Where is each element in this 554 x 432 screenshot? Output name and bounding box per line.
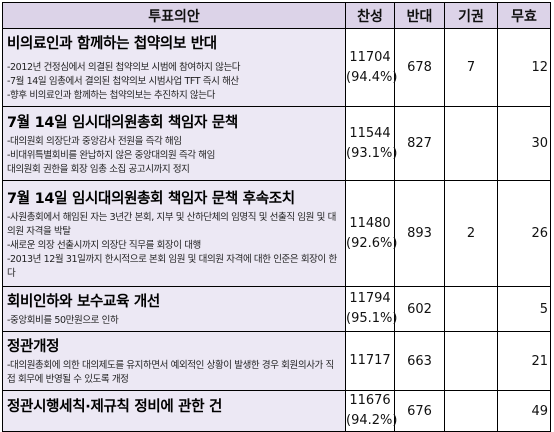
- agenda-title: 정관개정: [7, 339, 60, 355]
- agenda-detail: -향후 비의료인과 함께하는 첩약의보는 추진하지 않는다: [7, 90, 215, 101]
- for-percent: (94.4%): [346, 69, 398, 85]
- for-cell: 11794 (95.1%): [345, 286, 398, 332]
- for-cell: 11544 (93.1%): [345, 106, 398, 181]
- for-count: 11676: [349, 393, 391, 408]
- table-row: 정관개정 -대의원총회에 의한 대의제도를 유지하면서 예외적인 상황이 발생한…: [2, 331, 551, 391]
- agenda-item-cell: 7월 14일 임시대의원총회 책임자 문책 -대의원회 의장단과 중앙감사 전원…: [2, 106, 346, 181]
- abstain-count: [444, 390, 498, 432]
- for-cell: 11480 (92.6%): [345, 180, 398, 287]
- invalid-count: 30: [497, 106, 551, 181]
- abstain-count: 2: [444, 180, 498, 287]
- invalid-count: 49: [497, 390, 551, 432]
- agenda-detail: -비대위특별회비를 완납하지 않은 중앙대의원 즉각 해임: [7, 149, 215, 161]
- invalid-count: 26: [497, 180, 551, 287]
- table-row: 7월 14일 임시대의원총회 책임자 문책 후속조치 -사원총회에서 해임된 자…: [2, 180, 551, 287]
- agenda-title: 비의료인과 함께하는 첩약의보 반대: [7, 36, 217, 52]
- header-row: 투표의안 찬성 반대 기권 무효: [2, 2, 551, 29]
- agenda-item-cell: 회비인하와 보수교육 개선 -중앙회비를 50만원으로 인하: [2, 286, 346, 332]
- for-count: 11480: [349, 215, 391, 231]
- for-percent: (92.6%): [346, 235, 398, 251]
- agenda-detail: -2013년 12월 31일까지 한시적으로 본회 임원 및 대의원 자격에 대…: [7, 253, 337, 279]
- invalid-count: 21: [497, 331, 551, 391]
- agenda-title: 7월 14일 임시대의원총회 책임자 문책 후속조치: [7, 190, 295, 207]
- abstain-count: [444, 106, 498, 181]
- agenda-detail: 대의원회 권한을 회장 임총 소집 공고시까지 정지: [7, 163, 190, 175]
- header-abstain: 기권: [444, 2, 498, 29]
- agenda-title: 정관시행세칙·제규칙 정비에 관한 건: [7, 399, 223, 415]
- agenda-detail: -7월 14일 임총에서 결의된 첩약의보 시범사업 TFT 즉시 해산: [7, 76, 239, 87]
- agenda-title: 회비인하와 보수교육 개선: [7, 294, 160, 310]
- agenda-item-cell: 7월 14일 임시대의원총회 책임자 문책 후속조치 -사원총회에서 해임된 자…: [2, 180, 346, 287]
- abstain-count: [444, 286, 498, 332]
- against-count: 893: [394, 180, 445, 287]
- for-cell: 11717: [345, 331, 395, 391]
- abstain-count: 7: [444, 28, 498, 107]
- for-count: 11794: [349, 291, 391, 306]
- table-row: 정관시행세칙·제규칙 정비에 관한 건 11676 (94.2%) 676 49: [2, 390, 551, 432]
- against-count: 676: [394, 390, 445, 432]
- against-count: 663: [394, 331, 445, 391]
- agenda-title: 7월 14일 임시대의원총회 책임자 문책: [7, 114, 238, 131]
- agenda-item-cell: 정관개정 -대의원총회에 의한 대의제도를 유지하면서 예외적인 상황이 발생한…: [2, 331, 346, 391]
- abstain-count: [444, 331, 498, 391]
- table-row: 7월 14일 임시대의원총회 책임자 문책 -대의원회 의장단과 중앙감사 전원…: [2, 106, 551, 181]
- for-cell: 11676 (94.2%): [345, 390, 398, 432]
- header-invalid: 무효: [497, 2, 551, 29]
- header-against: 반대: [394, 2, 445, 29]
- agenda-detail: -대의원회 의장단과 중앙감사 전원을 즉각 해임: [7, 135, 182, 147]
- agenda-detail: -중앙회비를 50만원으로 인하: [7, 315, 119, 326]
- against-count: 827: [394, 106, 445, 181]
- header-item: 투표의안: [2, 2, 346, 29]
- for-percent: (94.2%): [346, 413, 398, 428]
- table-row: 비의료인과 함께하는 첩약의보 반대 -2012년 건정심에서 의결된 첩약의보…: [2, 28, 551, 107]
- agenda-detail: -사원총회에서 해임된 자는 3년간 본회, 지부 및 산하단체의 임명직 및 …: [7, 211, 336, 237]
- for-cell: 11704 (94.4%): [345, 28, 398, 107]
- agenda-detail: -대의원총회에 의한 대의제도를 유지하면서 예외적인 상황이 발생한 경우 회…: [7, 360, 334, 385]
- table-row: 회비인하와 보수교육 개선 -중앙회비를 50만원으로 인하 11794 (95…: [2, 286, 551, 332]
- header-for: 찬성: [345, 2, 395, 29]
- agenda-detail: -새로운 의장 선출시까지 의장단 직무를 회장이 대행: [7, 239, 201, 251]
- for-count: 11544: [349, 125, 391, 141]
- for-percent: (93.1%): [346, 145, 398, 161]
- invalid-count: 12: [497, 28, 551, 107]
- for-percent: (95.1%): [346, 311, 398, 326]
- against-count: 602: [394, 286, 445, 332]
- for-count: 11704: [349, 49, 391, 65]
- agenda-item-cell: 정관시행세칙·제규칙 정비에 관한 건: [2, 390, 346, 432]
- invalid-count: 5: [497, 286, 551, 332]
- agenda-item-cell: 비의료인과 함께하는 첩약의보 반대 -2012년 건정심에서 의결된 첩약의보…: [2, 28, 346, 107]
- against-count: 678: [394, 28, 445, 107]
- for-count: 11717: [349, 353, 391, 368]
- agenda-detail: -2012년 건정심에서 의결된 첩약의보 시범에 참여하지 않는다: [7, 62, 241, 73]
